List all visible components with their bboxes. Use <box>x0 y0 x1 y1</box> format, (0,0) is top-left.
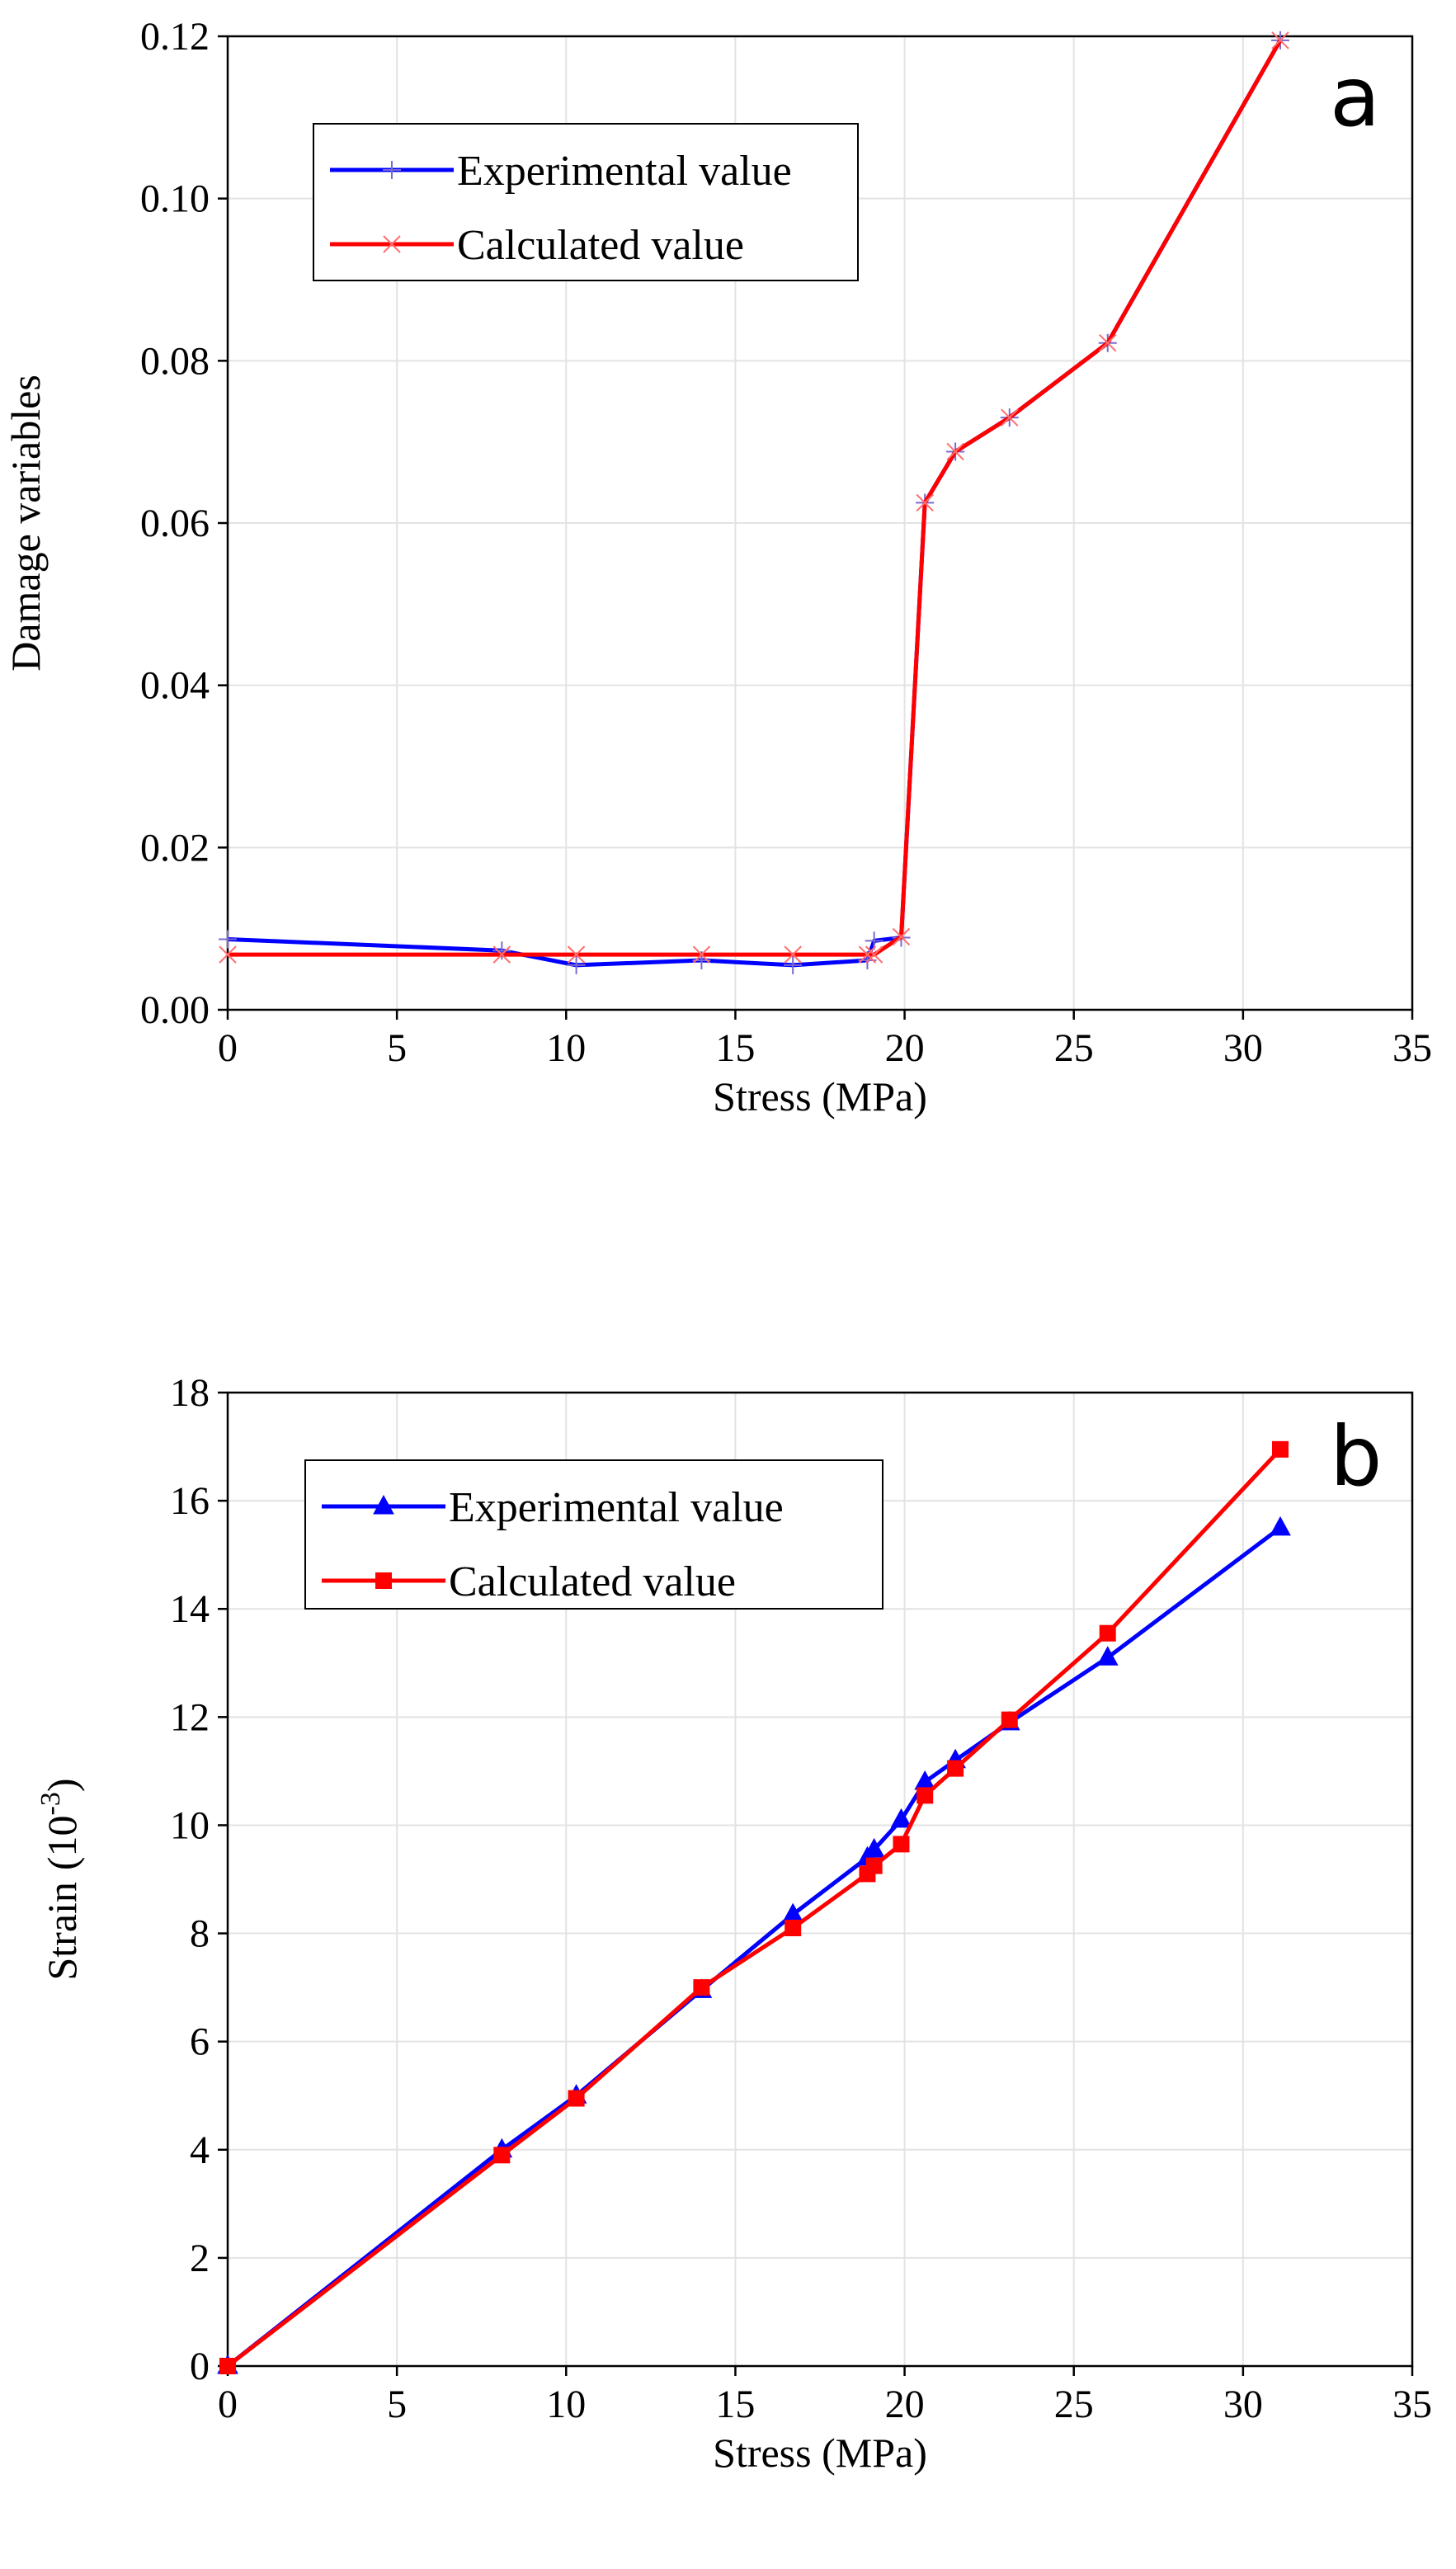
data-point <box>1099 1624 1116 1642</box>
data-point <box>1096 1646 1119 1666</box>
data-point <box>916 1787 934 1804</box>
y-tick-label: 6 <box>190 2020 210 2064</box>
data-point <box>693 1979 710 1996</box>
y-axis-unit-close: ) <box>39 1778 85 1792</box>
x-tick-label: 35 <box>1392 1026 1432 1070</box>
data-point <box>492 941 511 960</box>
data-point <box>890 1808 912 1828</box>
data-point <box>1271 31 1289 49</box>
data-point <box>1271 1440 1289 1458</box>
legend-marker <box>373 1494 394 1515</box>
x-tick-label: 10 <box>546 2383 586 2426</box>
x-tick-label: 35 <box>1392 2383 1432 2426</box>
y-tick-label: 4 <box>190 2128 210 2172</box>
legend-label: Experimental value <box>449 1484 784 1531</box>
y-tick-label: 8 <box>190 1912 210 1956</box>
x-tick-label: 0 <box>218 1026 238 1070</box>
x-tick-label: 25 <box>1054 1026 1094 1070</box>
y-tick-label: 0.02 <box>140 826 210 870</box>
y-tick-label: 14 <box>170 1587 210 1631</box>
legend-label: Calculated value <box>457 222 744 269</box>
series-calculated-value <box>219 31 1289 964</box>
series-experimental-value <box>217 1515 1291 2374</box>
x-tick-label: 5 <box>387 2383 407 2426</box>
data-point <box>219 2358 236 2374</box>
legend-box <box>313 123 859 281</box>
x-tick-label: 0 <box>218 2383 238 2426</box>
data-point <box>219 930 237 949</box>
data-point <box>1099 333 1117 352</box>
y-tick-label: 0.12 <box>140 15 210 59</box>
data-point <box>785 1920 802 1936</box>
y-tick-label: 0 <box>190 2345 210 2388</box>
x-tick-label: 10 <box>546 1026 586 1070</box>
legend-label: Experimental value <box>457 148 792 195</box>
data-point <box>784 955 803 974</box>
x-axis-title: Stress (MPa) <box>713 1073 927 1120</box>
data-point <box>782 1902 804 1923</box>
y-tick-label: 0.06 <box>140 502 210 545</box>
data-point <box>863 1837 885 1858</box>
data-point <box>568 2090 585 2107</box>
y-tick-label: 10 <box>170 1803 210 1847</box>
x-tick-label: 15 <box>715 1026 755 1070</box>
x-tick-label: 25 <box>1054 2383 1094 2426</box>
x-tick-label: 20 <box>885 1026 925 1070</box>
y-axis-title-text: Damage variables <box>2 375 49 672</box>
data-point <box>946 442 964 461</box>
x-tick-label: 30 <box>1223 1026 1263 1070</box>
y-tick-label: 0.04 <box>140 664 210 708</box>
y-tick-label: 18 <box>170 1371 210 1415</box>
data-point <box>893 1836 910 1853</box>
y-tick-label: 0.00 <box>140 988 210 1032</box>
chart-damage-variables: 0 5 10 15 20 25 30 35 0.00 0.02 0.04 0.06 0.08 0.10 0.… <box>2 15 1432 1120</box>
data-point <box>858 945 877 964</box>
data-point <box>1270 1515 1291 1536</box>
data-point <box>692 945 711 964</box>
y-axis-title-text: Strain <box>39 1882 85 1980</box>
series-calculated-value <box>219 1440 1289 2374</box>
y-axis-title: Strain (10-3) <box>35 1778 85 1980</box>
legend: Experimental value Calculated value <box>304 1459 883 1610</box>
y-axis-title: Damage variables <box>2 375 49 672</box>
legend-marker <box>383 161 401 179</box>
x-tick-label: 20 <box>885 2383 925 2426</box>
plot-frame <box>226 1391 1414 2368</box>
data-point <box>865 945 883 964</box>
data-point <box>892 927 911 946</box>
y-tick-label: 0.08 <box>140 339 210 383</box>
y-tick-label: 2 <box>190 2237 210 2280</box>
data-point <box>493 2147 511 2164</box>
legend-marker <box>375 1572 392 1589</box>
y-axis-unit-exponent: -3 <box>35 1792 66 1815</box>
legend: Experimental value Calculated value <box>313 123 859 281</box>
data-point <box>947 1760 964 1777</box>
y-axis-unit-base: (10 <box>39 1815 85 1870</box>
data-point <box>492 945 511 964</box>
data-point <box>567 945 586 964</box>
panel-label: a <box>1330 49 1380 145</box>
legend-label: Calculated value <box>449 1558 736 1605</box>
y-tick-label: 12 <box>170 1695 210 1739</box>
legend-marker <box>383 235 401 253</box>
y-tick-label: 16 <box>170 1479 210 1523</box>
data-point <box>1001 408 1019 427</box>
data-point <box>567 955 586 974</box>
x-tick-label: 15 <box>715 2383 755 2426</box>
data-point <box>219 945 237 964</box>
data-point <box>916 493 934 512</box>
legend-box <box>304 1459 883 1610</box>
series-line <box>226 1525 1282 2368</box>
panel-label: b <box>1330 1408 1382 1505</box>
x-tick-label: 5 <box>387 1026 407 1070</box>
data-point <box>865 1857 883 1874</box>
chart-strain: 0 5 10 15 20 25 30 35 0 2 4 6 8 10 12 14 16 18 Stress (MPa… <box>35 1371 1432 2476</box>
data-point <box>1001 1711 1018 1728</box>
y-tick-label: 0.10 <box>140 177 210 221</box>
data-point <box>784 945 802 964</box>
x-axis-title: Stress (MPa) <box>713 2430 927 2476</box>
x-tick-label: 30 <box>1223 2383 1263 2426</box>
